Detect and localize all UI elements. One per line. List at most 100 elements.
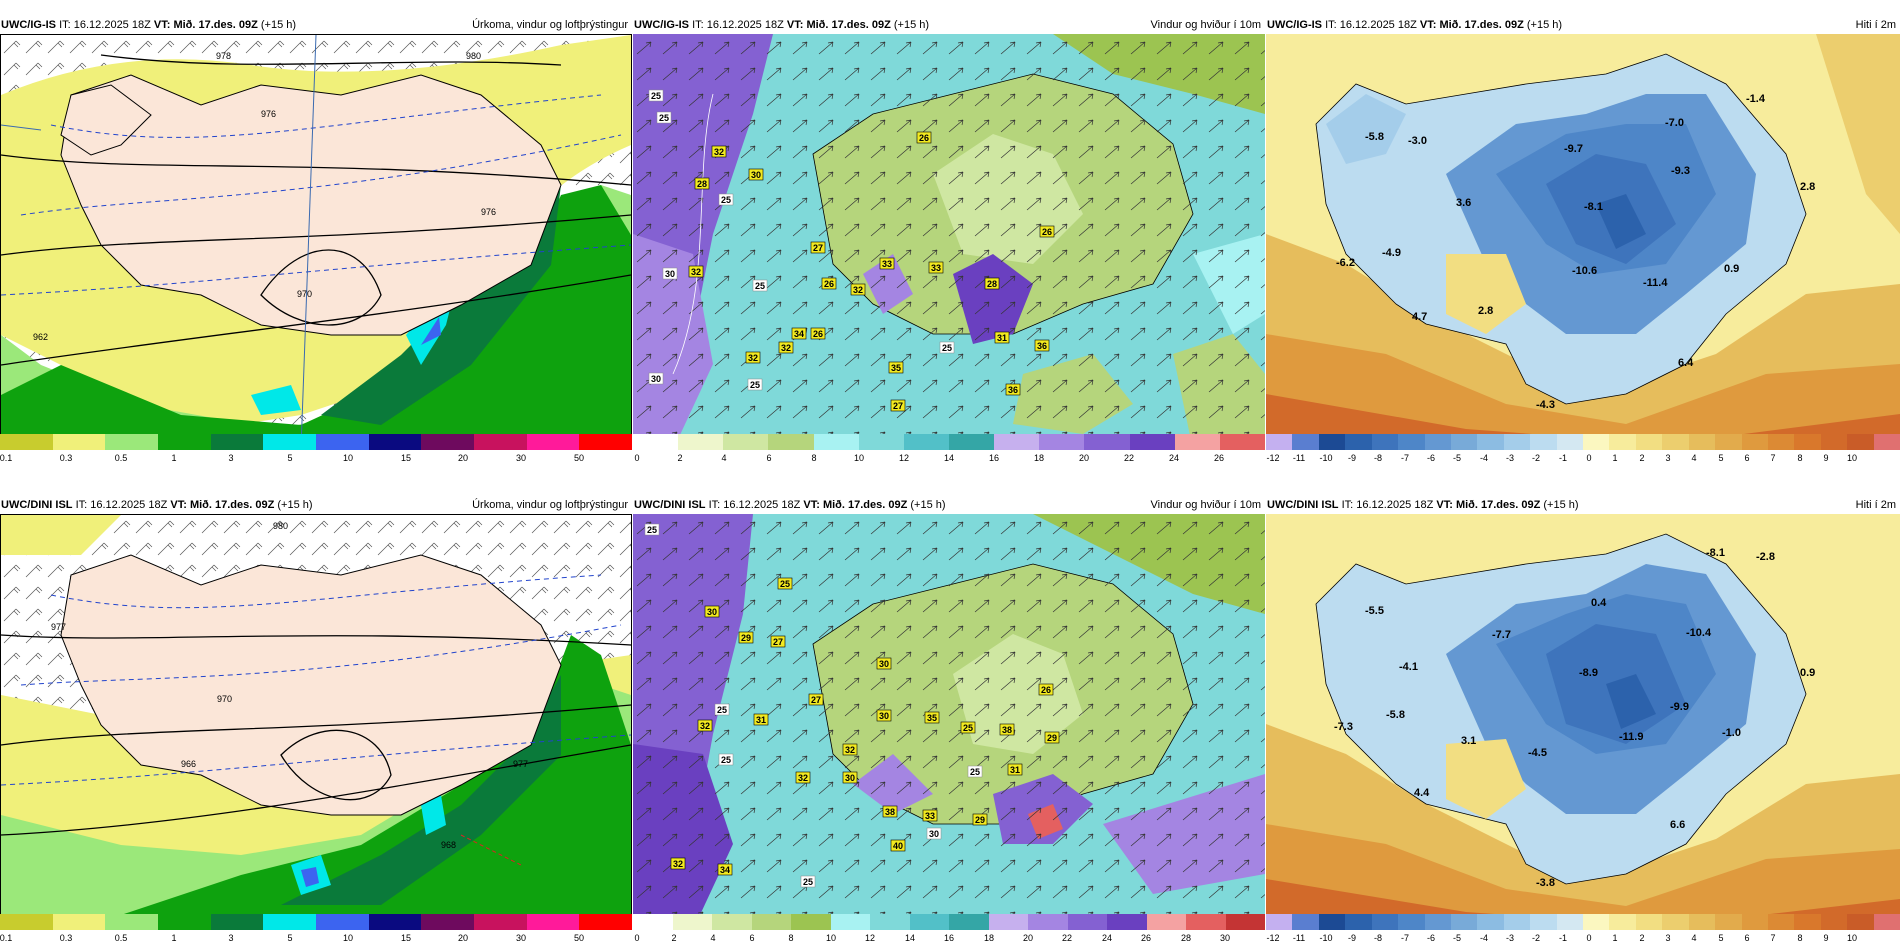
precip-colorbar-ticks: 0.1 0.3 0.5 1 3 5 10 15 20 30 50 (0, 453, 632, 465)
colorbar-swatch (1225, 914, 1265, 930)
gust-label: 32 (853, 285, 863, 295)
tick-label: 10 (825, 933, 837, 943)
isobar-label: 966 (181, 759, 196, 769)
tick-label: 0 (1586, 453, 1592, 463)
isobar-label: 976 (481, 207, 496, 217)
panel-title: UWC/IG-IS IT: 16.12.2025 18Z VT: Mið. 17… (0, 16, 632, 34)
model-name: UWC/DINI ISL (634, 499, 706, 511)
tick-label: 15 (400, 453, 412, 463)
colorbar-swatch (1662, 914, 1689, 930)
tick-label: 26 (1213, 453, 1225, 463)
precip-colorbar-ticks: 0.1 0.3 0.5 1 3 5 10 15 20 30 50 (0, 933, 632, 945)
it-label: IT: (59, 19, 71, 31)
colorbar-swatch (1768, 434, 1795, 450)
wind-colorbar-ticks: 0 2 4 6 8 10 12 14 16 18 20 22 24 26 (633, 453, 1265, 465)
colorbar-swatch (1477, 914, 1504, 930)
gust-label: 26 (1041, 685, 1051, 695)
tick-label: 0 (1586, 933, 1592, 943)
gust-label: 25 (717, 705, 727, 715)
gust-label: 25 (750, 380, 760, 390)
colorbar-swatch (948, 434, 995, 450)
tick-label: -8 (1373, 933, 1383, 943)
temp-label: 0.9 (1724, 263, 1739, 275)
temp-label: 0.4 (1591, 597, 1607, 609)
temp-colorbar (1266, 434, 1900, 450)
tick-label: 20 (457, 933, 469, 943)
tick-label: 20 (1078, 453, 1090, 463)
tick-label: 4 (1691, 453, 1697, 463)
colorbar-swatch (1609, 434, 1636, 450)
temp-map: -5.8 -3.0 -9.7 -7.0 -1.4 -8.1 -9.3 3.6 2… (1266, 34, 1900, 450)
colorbar-swatch (1556, 914, 1584, 930)
gust-label: 26 (824, 279, 834, 289)
gust-label: 32 (714, 147, 724, 157)
colorbar-swatch (903, 434, 949, 450)
tick-label: -7 (1400, 453, 1410, 463)
panel-subtitle: Vindur og hviður í 10m (1150, 499, 1261, 511)
gust-label: 29 (741, 633, 751, 643)
tick-label: 5 (287, 933, 293, 943)
gust-label: 25 (721, 195, 731, 205)
model-name: UWC/IG-IS (1267, 19, 1322, 31)
tick-label: 8 (1797, 933, 1803, 943)
tick-label: -4 (1479, 933, 1489, 943)
colorbar-swatch (158, 434, 211, 450)
vt-label: VT: (786, 19, 804, 31)
it-label: IT: (708, 499, 721, 511)
tick-label: 22 (1123, 453, 1135, 463)
colorbar-swatch (1741, 434, 1769, 450)
tick-label: 30 (515, 453, 527, 463)
isobar-label: 980 (466, 51, 481, 61)
colorbar-swatch (1583, 434, 1610, 450)
tick-label: 8 (1797, 453, 1803, 463)
colorbar-swatch (1067, 914, 1107, 930)
tick-label: 1 (1612, 933, 1618, 943)
tick-label: 7 (1770, 453, 1776, 463)
tick-label: -12 (1266, 933, 1280, 943)
temp-label: -4.5 (1528, 747, 1547, 759)
panel-subtitle: Vindur og hviður í 10m (1150, 19, 1261, 31)
tick-label: 2 (671, 933, 677, 943)
colorbar-swatch (1847, 434, 1874, 450)
panel-subtitle: Úrkoma, vindur og loftþrýstingur (472, 19, 628, 31)
tick-label: 8 (811, 453, 817, 463)
colorbar-swatch (1662, 434, 1689, 450)
gust-labels: 25 25 32 28 30 25 26 27 33 26 32 33 28 3… (648, 89, 1055, 412)
tick-label: -1 (1558, 453, 1568, 463)
panel-subtitle: Hiti í 2m (1855, 499, 1896, 511)
tick-label: 2 (677, 453, 683, 463)
temp-label: -4.1 (1399, 661, 1418, 673)
gust-label: 31 (1010, 765, 1020, 775)
gust-labels: 25 25 30 29 27 30 27 32 31 25 30 26 35 2… (644, 523, 1060, 888)
temp-label: -5.8 (1386, 709, 1405, 721)
colorbar-swatch (751, 914, 791, 930)
colorbar-swatch (994, 434, 1040, 450)
gust-label: 35 (891, 363, 901, 373)
tick-label: 0.1 (0, 453, 13, 463)
tick-label: -9 (1347, 453, 1357, 463)
colorbar-swatch (1450, 914, 1478, 930)
colorbar-swatch (1219, 434, 1265, 450)
temp-label: 6.4 (1678, 357, 1694, 369)
colorbar-swatch (1477, 434, 1504, 450)
tick-label: 6 (766, 453, 772, 463)
colorbar-swatch (791, 914, 831, 930)
tick-label: -3 (1505, 453, 1515, 463)
temp-label: -4.3 (1536, 399, 1555, 411)
isobar-label: 980 (273, 521, 288, 531)
colorbar-swatch (988, 914, 1028, 930)
colorbar-swatch (1530, 434, 1557, 450)
temp-label: -1.0 (1722, 727, 1741, 739)
colorbar-swatch (421, 434, 475, 450)
colorbar-swatch (723, 434, 769, 450)
isobar-label: 962 (33, 332, 48, 342)
temp-label: -6.2 (1336, 257, 1355, 269)
wind-colorbar (633, 434, 1265, 450)
isobar-label: 977 (51, 622, 66, 632)
lead-time: (+15 h) (277, 499, 313, 511)
colorbar-swatch (1794, 434, 1821, 450)
gust-label: 31 (997, 333, 1007, 343)
panel-precip-bottom: UWC/DINI ISL IT: 16.12.2025 18Z VT: Mið.… (0, 496, 633, 946)
tick-label: 0.5 (114, 933, 128, 943)
temp-label: -5.5 (1365, 605, 1384, 617)
